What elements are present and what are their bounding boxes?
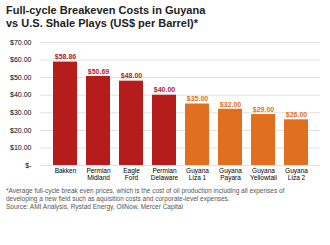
svg-text:PermianDelaware: PermianDelaware bbox=[151, 167, 179, 181]
svg-text:$50.69: $50.69 bbox=[88, 68, 110, 76]
svg-text:$30.00: $30.00 bbox=[10, 109, 32, 116]
svg-text:$35.00: $35.00 bbox=[187, 95, 209, 103]
svg-text:$26.00: $26.00 bbox=[286, 111, 308, 119]
svg-text:$10.00: $10.00 bbox=[10, 144, 32, 151]
svg-text:$40.00: $40.00 bbox=[10, 91, 32, 98]
svg-text:GuyanaYellowtail: GuyanaYellowtail bbox=[250, 167, 277, 181]
html-text:Full-cycle Breakeven Costs in: Full-cycle Breakeven Costs in Guyana bbox=[6, 4, 206, 16]
svg-text:EagleFord: EagleFord bbox=[123, 167, 140, 181]
svg-text:$58.86: $58.86 bbox=[55, 53, 77, 61]
html-text:*Average full-cycle break even: *Average full-cycle break even prices, w… bbox=[6, 187, 285, 194]
svg-text:$32.00: $32.00 bbox=[220, 101, 242, 109]
svg-text:GuyanaPayara: GuyanaPayara bbox=[219, 167, 242, 182]
svg-text:$48.00: $48.00 bbox=[121, 72, 143, 80]
svg-text:PermianMidland: PermianMidland bbox=[86, 167, 111, 181]
html-text:Source: AMI Analysis, Rystad E: Source: AMI Analysis, Rystad Energy, Oil… bbox=[6, 203, 183, 210]
html-text:vs U.S. Shale Plays (US$ per B: vs U.S. Shale Plays (US$ per Barrel)* bbox=[6, 17, 198, 29]
svg-text:$50.00: $50.00 bbox=[10, 74, 32, 81]
svg-text:GuyanaLiza 2: GuyanaLiza 2 bbox=[285, 167, 308, 181]
svg-text:GuyanaLiza 1: GuyanaLiza 1 bbox=[186, 167, 209, 181]
svg-text:$29.00: $29.00 bbox=[253, 106, 275, 114]
svg-text:$60.00: $60.00 bbox=[10, 56, 32, 63]
svg-text:Bakken: Bakken bbox=[55, 167, 77, 174]
html-text:developing a new field such as: developing a new field such as aquisitio… bbox=[6, 195, 230, 202]
svg-text:$20.00: $20.00 bbox=[10, 127, 32, 134]
svg-text:$40.00: $40.00 bbox=[154, 86, 176, 94]
svg-text:$70.00: $70.00 bbox=[10, 39, 32, 46]
svg-text:$-: $- bbox=[25, 162, 32, 169]
